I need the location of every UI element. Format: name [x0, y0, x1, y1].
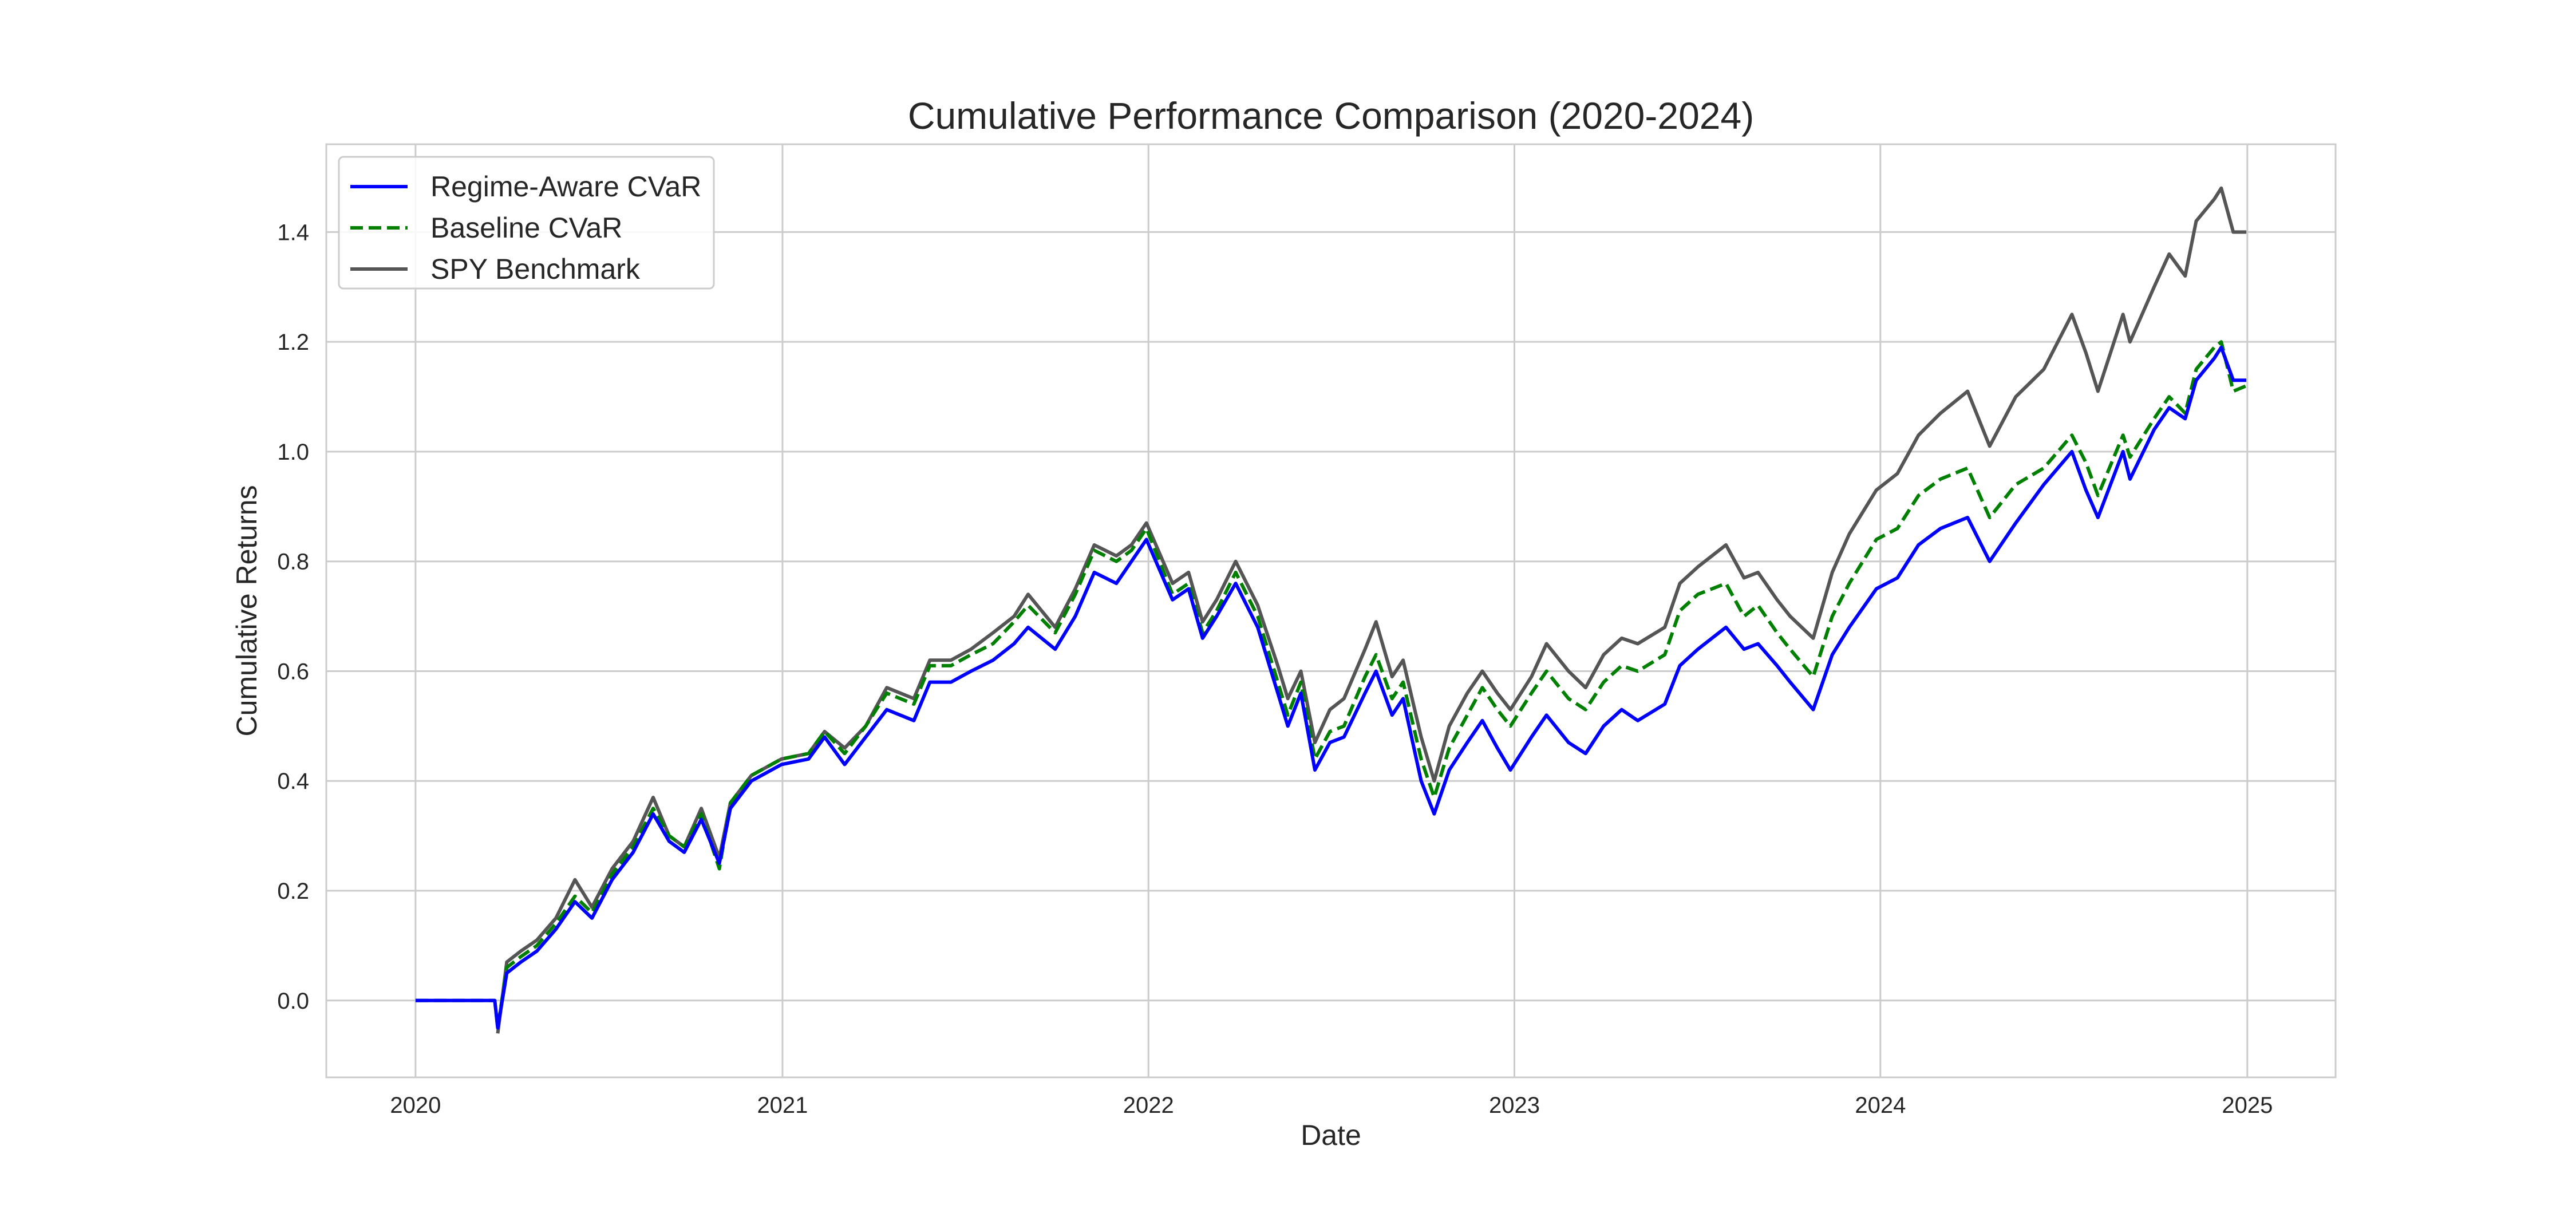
series-line-baseline-cvar — [415, 340, 2247, 1030]
x-tick-label: 2020 — [390, 1093, 441, 1118]
y-tick-label: 0.2 — [277, 879, 309, 904]
tick-label-layer: 0.0 0.2 0.4 0.6 0.8 1.0 1.2 1.4 2020 2021 2022 2023… — [277, 220, 2273, 1118]
y-axis-label: Cumulative Returns — [231, 485, 263, 736]
x-tick-label: 2024 — [1855, 1093, 1906, 1118]
x-tick-label: 2023 — [1489, 1093, 1540, 1118]
y-tick-label: 0.8 — [277, 550, 309, 575]
y-tick-label: 1.0 — [277, 440, 309, 465]
y-tick-label: 0.0 — [277, 989, 309, 1014]
legend-label: Baseline CVaR — [430, 212, 622, 244]
x-tick-label: 2025 — [2222, 1093, 2273, 1118]
y-tick-label: 0.6 — [277, 659, 309, 684]
y-tick-label: 1.4 — [277, 220, 309, 245]
legend-label: SPY Benchmark — [430, 253, 641, 285]
series-layer — [415, 186, 2247, 1034]
legend-label: Regime-Aware CVaR — [430, 171, 701, 203]
legend-box — [338, 156, 715, 290]
x-tick-label: 2022 — [1123, 1093, 1174, 1118]
legend: Regime-Aware CVaR Baseline CVaR SPY Benchm… — [338, 156, 715, 290]
chart-title: Cumulative Performance Comparison (2020-… — [908, 94, 1754, 137]
series-line-regime-aware-cvar — [415, 345, 2247, 1030]
plot-background — [326, 144, 2336, 1077]
y-tick-label: 0.4 — [277, 769, 309, 794]
y-tick-label: 1.2 — [277, 330, 309, 355]
plot-frame — [325, 143, 2337, 1078]
series-line-spy-benchmark — [496, 186, 2247, 1034]
x-axis-label: Date — [1301, 1119, 1361, 1151]
x-tick-label: 2021 — [757, 1093, 808, 1118]
